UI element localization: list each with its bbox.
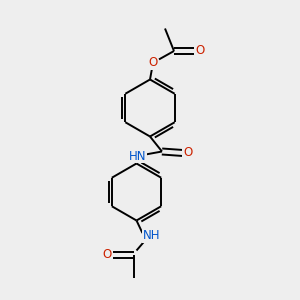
Text: O: O [195,44,204,58]
Text: O: O [183,146,192,160]
Text: NH: NH [143,229,160,242]
Text: HN: HN [129,149,147,163]
Text: O: O [103,248,112,262]
Text: O: O [148,56,158,70]
